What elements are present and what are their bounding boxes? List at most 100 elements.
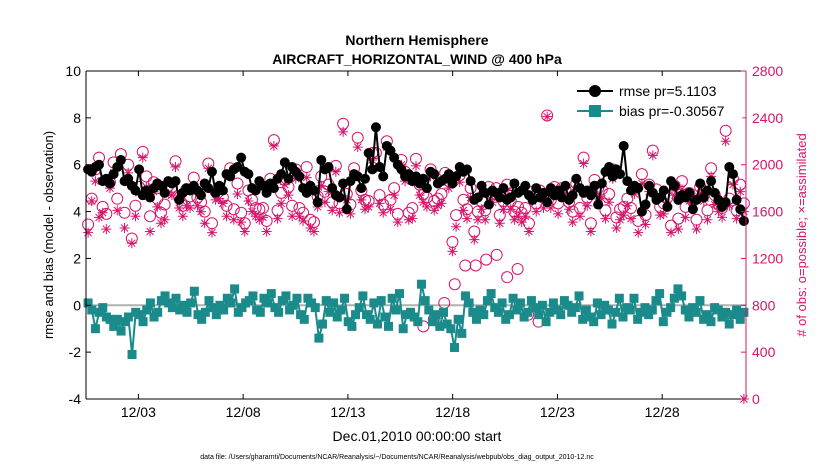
assimilated-obs-marker xyxy=(640,219,651,230)
bias-point xyxy=(688,303,698,313)
x-axis-ticks: 12/03 12/08 12/13 12/18 12/23 12/28 xyxy=(121,71,680,420)
bias-point xyxy=(310,303,320,313)
assimilated-obs-marker xyxy=(625,213,636,224)
assimilated-obs-marker xyxy=(666,227,677,238)
bias-point xyxy=(713,305,723,315)
bias-point xyxy=(548,298,558,308)
bias-point xyxy=(197,314,207,324)
x-tick-label: 12/23 xyxy=(540,404,575,420)
possible-obs-marker xyxy=(469,259,482,272)
rmse-point xyxy=(250,185,261,196)
rmse-point xyxy=(243,169,254,180)
bias-point xyxy=(651,296,661,306)
bias-point xyxy=(248,291,258,301)
bias-point xyxy=(226,298,236,308)
rmse-point xyxy=(695,178,706,189)
assimilated-obs-marker xyxy=(516,217,527,228)
bias-point xyxy=(164,298,174,308)
bias-point xyxy=(420,296,430,306)
assimilated-obs-marker xyxy=(451,221,462,232)
possible-obs-marker xyxy=(501,271,514,284)
bias-point xyxy=(567,307,577,317)
bias-point xyxy=(362,310,372,320)
assimilated-obs-marker xyxy=(582,200,593,211)
assimilated-obs-marker xyxy=(447,246,458,257)
assimilated-obs-marker xyxy=(615,214,626,225)
bias-point xyxy=(398,324,408,334)
bias-point xyxy=(373,319,383,329)
assimilated-obs-marker xyxy=(720,136,731,147)
rmse-point xyxy=(145,192,156,203)
assimilated-obs-marker xyxy=(429,205,440,216)
bias-point xyxy=(193,310,203,320)
rmse-point xyxy=(596,178,607,189)
assimilated-obs-marker xyxy=(319,197,330,208)
rmse-point xyxy=(727,169,738,180)
bias-point xyxy=(666,303,676,313)
assimilated-obs-marker xyxy=(112,205,123,216)
left-tick-label: -4 xyxy=(69,391,82,407)
bias-point xyxy=(512,305,522,315)
assimilated-obs-marker xyxy=(243,196,254,207)
rmse-point xyxy=(531,183,542,194)
possible-obs-marker xyxy=(227,203,240,216)
assimilated-obs-marker xyxy=(287,211,298,222)
bias-point xyxy=(438,307,448,317)
right-tick-label: 1200 xyxy=(752,250,783,266)
rmse-point xyxy=(276,169,287,180)
possible-obs-marker xyxy=(448,278,461,291)
y-axis-label-right: # of obs: o=possible; ×=assimilated xyxy=(794,133,809,336)
assimilated-obs-marker xyxy=(279,179,290,190)
possible-obs-marker xyxy=(406,202,419,215)
left-tick-label: 10 xyxy=(65,63,81,79)
bias-point xyxy=(307,298,317,308)
rmse-point xyxy=(505,192,516,203)
assimilated-obs-marker xyxy=(152,201,163,212)
bias-point xyxy=(559,296,569,306)
rmse-point xyxy=(363,148,374,158)
assimilated-obs-marker xyxy=(469,234,480,245)
rmse-point xyxy=(472,192,483,203)
rmse-point xyxy=(731,194,742,205)
right-tick-label: 800 xyxy=(752,297,776,313)
bias-point xyxy=(530,303,540,313)
rmse-point xyxy=(669,180,680,191)
x-axis-label: Dec.01,2010 00:00:00 start xyxy=(333,428,502,444)
bias-point xyxy=(416,279,426,289)
assimilated-obs-marker xyxy=(268,140,279,151)
assimilated-obs-marker xyxy=(155,218,166,229)
bias-point xyxy=(142,305,152,315)
bias-point xyxy=(343,317,353,327)
bias-point xyxy=(453,314,463,324)
rmse-point xyxy=(542,197,553,208)
bias-point xyxy=(321,296,331,306)
assimilated-obs-marker xyxy=(498,204,509,215)
rmse-point xyxy=(615,169,626,180)
rmse-point xyxy=(735,204,746,215)
assimilated-obs-marker xyxy=(432,200,443,211)
rmse-point xyxy=(294,171,305,182)
right-tick-label: 400 xyxy=(752,344,776,360)
bias-point xyxy=(233,307,243,317)
bias-point xyxy=(607,319,617,329)
assimilated-obs-marker xyxy=(298,215,309,226)
data-file-footnote: data file: /Users/gharamti/Documents/NCA… xyxy=(200,454,594,461)
bias-point xyxy=(270,303,280,313)
rmse-point xyxy=(283,173,294,184)
bias-point xyxy=(596,310,606,320)
assimilated-obs-marker xyxy=(247,206,258,217)
assimilated-obs-marker xyxy=(276,198,287,209)
bias-point xyxy=(431,310,441,320)
assimilated-obs-marker xyxy=(257,212,268,223)
assimilated-obs-marker xyxy=(305,222,316,233)
bias-point xyxy=(442,319,452,329)
assimilated-obs-marker xyxy=(454,177,465,188)
legend-rmse-label: rmse pr=5.1103 xyxy=(619,83,717,99)
bias-point xyxy=(87,305,97,315)
assimilated-obs-marker xyxy=(378,207,389,218)
bias-point xyxy=(380,312,390,322)
bias-point xyxy=(160,291,170,301)
assimilated-obs-marker xyxy=(203,163,214,174)
bias-point xyxy=(351,310,361,320)
rmse-point xyxy=(684,187,695,198)
